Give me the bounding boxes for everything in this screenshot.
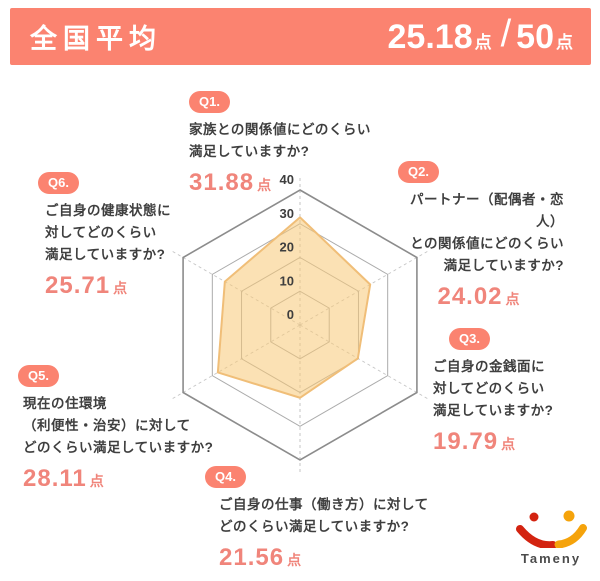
overall-score: 25.18 点 / 50 点 <box>387 13 573 58</box>
q3-score: 19.79 点 <box>433 428 553 456</box>
radar-tick-label: 30 <box>280 206 294 221</box>
q2-text-line2: との関係値にどのくらい <box>410 236 564 251</box>
q5-text-line3: どのくらい満足していますか? <box>23 440 214 455</box>
q1-score-value: 31.88 <box>189 169 255 196</box>
q5-badge: Q5. <box>18 365 59 387</box>
q1-score-unit: 点 <box>257 177 273 193</box>
q4-badge: Q4. <box>205 466 246 488</box>
q6-score-value: 25.71 <box>45 272 111 299</box>
q3-score-unit: 点 <box>501 436 517 452</box>
q4-score-unit: 点 <box>287 552 303 568</box>
question-block-q4: Q4. ご自身の仕事（働き方）に対して どのくらい満足していますか? 21.56… <box>205 466 429 572</box>
q3-text-line2: 対してどのくらい <box>433 381 545 396</box>
q1-text-line2: 満足していますか? <box>189 144 310 159</box>
question-block-q5: Q5. 現在の住環境 （利便性・治安）に対して どのくらい満足していますか? 2… <box>18 365 213 493</box>
q6-text-line3: 満足していますか? <box>45 247 166 262</box>
q6-text-line1: ご自身の健康状態に <box>45 203 171 218</box>
radar-tick-label: 10 <box>280 273 294 288</box>
overall-score-value: 25.18 <box>387 18 473 56</box>
q5-score: 28.11 点 <box>23 465 213 493</box>
q4-text-line2: どのくらい満足していますか? <box>219 519 410 534</box>
q2-badge: Q2. <box>398 161 439 183</box>
q1-badge: Q1. <box>189 91 230 113</box>
score-divider: / <box>500 13 512 55</box>
q2-score-unit: 点 <box>505 291 521 307</box>
radar-data-polygon <box>216 216 372 399</box>
q3-text-line1: ご自身の金銭面に <box>433 359 545 374</box>
q1-text-line1: 家族との関係値にどのくらい <box>189 122 371 137</box>
q6-score-unit: 点 <box>113 280 129 296</box>
smile-logo-icon <box>516 510 587 550</box>
q6-badge: Q6. <box>38 172 79 194</box>
radar-tick-label: 20 <box>280 240 294 255</box>
q4-score: 21.56 点 <box>219 544 429 572</box>
question-block-q3: Q3. ご自身の金銭面に 対してどのくらい 満足していますか? 19.79 点 <box>433 328 553 456</box>
q5-score-unit: 点 <box>89 473 105 489</box>
overall-score-unit: 点 <box>474 33 492 52</box>
q6-text-line2: 対してどのくらい <box>45 225 157 240</box>
q4-score-value: 21.56 <box>219 544 285 571</box>
q2-text-line1: パートナー（配偶者・恋人） <box>410 192 564 229</box>
q5-text-line1: 現在の住環境 <box>23 396 107 411</box>
overall-score-total: 50 <box>516 18 554 56</box>
radar-tick-label: 40 <box>280 172 294 187</box>
q2-text-line3: 満足していますか? <box>443 258 564 273</box>
page-title: 全国平均 <box>30 24 162 54</box>
brand-logo: Tameny <box>512 504 590 566</box>
q3-text-line3: 満足していますか? <box>433 403 554 418</box>
q3-badge: Q3. <box>449 328 490 350</box>
q2-score: 24.02 点 <box>394 283 564 311</box>
q4-text-line1: ご自身の仕事（働き方）に対して <box>219 497 429 512</box>
header-banner: 全国平均 25.18 点 / 50 点 <box>10 8 591 65</box>
radar-tick-label: 0 <box>287 307 294 322</box>
question-block-q2: Q2. パートナー（配偶者・恋人） との関係値にどのくらい 満足していますか? … <box>394 161 564 311</box>
radar-chart-svg: 0 10 20 30 40 <box>172 172 428 472</box>
radar-outer-ring <box>182 189 418 461</box>
q6-score: 25.71 点 <box>45 272 171 300</box>
radar-chart: 0 10 20 30 40 <box>130 155 470 495</box>
question-block-q6: Q6. ご自身の健康状態に 対してどのくらい 満足していますか? 25.71 点 <box>38 172 171 300</box>
q3-score-value: 19.79 <box>433 428 499 455</box>
overall-score-total-unit: 点 <box>556 33 573 52</box>
radar-ring <box>211 223 389 427</box>
q5-text-line2: （利便性・治安）に対して <box>23 418 191 433</box>
q1-score: 31.88 点 <box>189 169 371 197</box>
brand-logo-text: Tameny <box>520 551 582 566</box>
q2-score-value: 24.02 <box>437 283 503 310</box>
question-block-q1: Q1. 家族との関係値にどのくらい 満足していますか? 31.88 点 <box>189 91 371 197</box>
q5-score-value: 28.11 <box>23 465 87 492</box>
